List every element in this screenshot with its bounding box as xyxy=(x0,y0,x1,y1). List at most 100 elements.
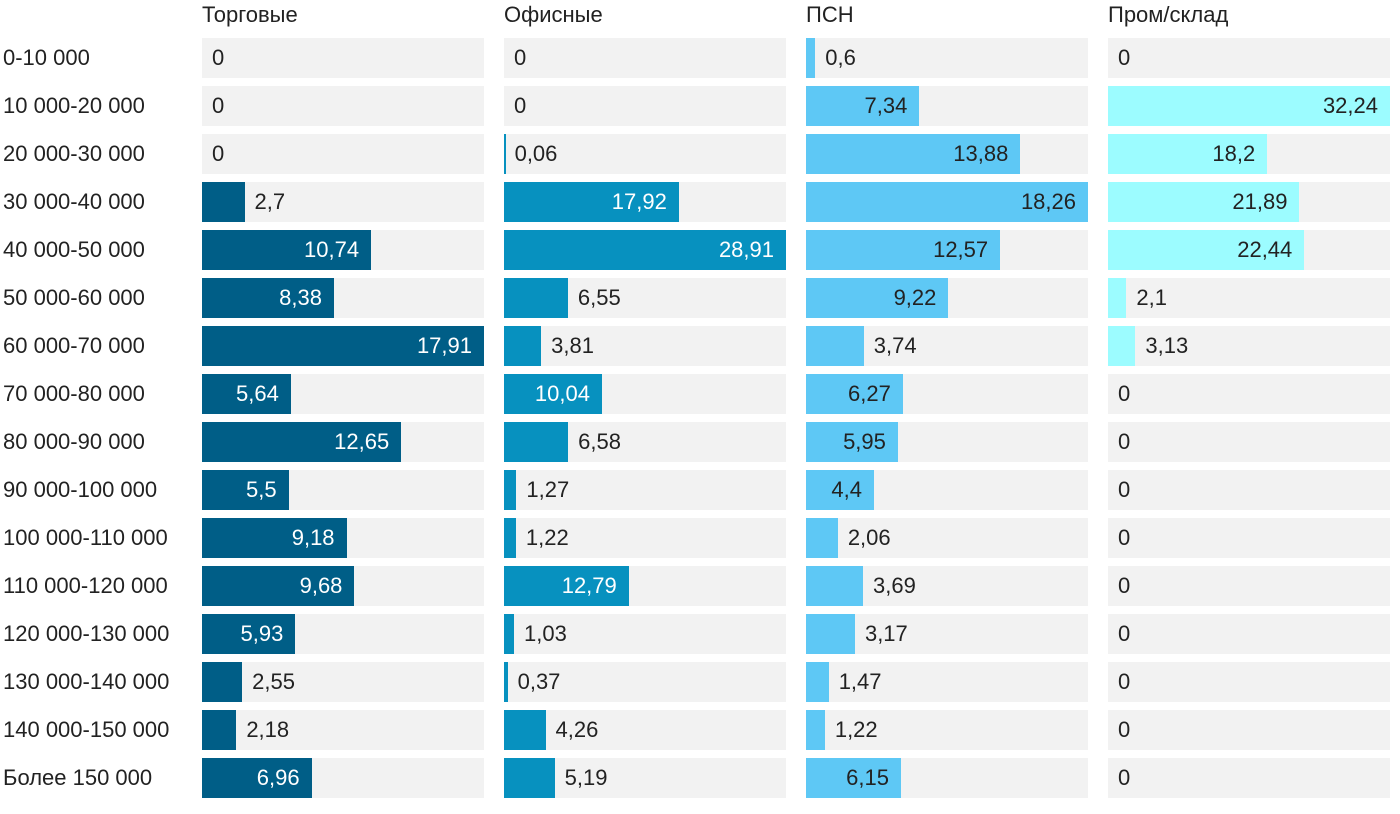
bar xyxy=(504,662,508,702)
data-label: 10,74 xyxy=(304,237,360,262)
bar-track: 17,92 xyxy=(504,182,786,222)
bar-track: 0 xyxy=(504,38,786,78)
bar xyxy=(504,182,679,222)
bar-track: 0 xyxy=(1108,710,1390,750)
data-label: 9,22 xyxy=(893,285,937,310)
bar xyxy=(1108,134,1268,174)
data-label: 2,18 xyxy=(246,717,290,742)
data-label: 0 xyxy=(212,93,225,118)
bar-track: 12,57 xyxy=(806,230,1088,270)
data-label: 0 xyxy=(514,93,527,118)
category-label: 110 000-120 000 xyxy=(3,573,168,598)
bar xyxy=(504,326,542,366)
bar xyxy=(806,614,855,654)
data-label: 5,95 xyxy=(843,429,886,454)
bar xyxy=(504,422,569,462)
data-label: 0 xyxy=(514,45,527,70)
bar-track: 6,96 xyxy=(202,758,484,798)
bar-track: 21,89 xyxy=(1108,182,1390,222)
data-label: 2,7 xyxy=(254,189,286,214)
bar-track: 4,4 xyxy=(806,470,1088,510)
data-label: 18,2 xyxy=(1212,141,1256,166)
data-label: 10,04 xyxy=(534,381,590,406)
data-label: 0 xyxy=(212,45,225,70)
bar-track: 0 xyxy=(1108,662,1390,702)
data-label: 6,27 xyxy=(848,381,891,406)
bar xyxy=(1108,182,1300,222)
bar-track: 18,26 xyxy=(806,182,1088,222)
bar xyxy=(806,182,1088,222)
bar-track: 0,6 xyxy=(806,38,1088,78)
bar-track: 2,7 xyxy=(202,182,484,222)
data-label: 2,1 xyxy=(1136,285,1167,310)
category-label: 10 000-20 000 xyxy=(3,93,145,118)
bar xyxy=(806,374,903,414)
bar-track: 5,95 xyxy=(806,422,1088,462)
bar xyxy=(504,230,786,270)
data-label: 0 xyxy=(1118,45,1131,70)
bar xyxy=(202,566,355,606)
series-title: Офисные xyxy=(504,2,603,27)
bar-track: 9,22 xyxy=(806,278,1088,318)
bar-track: 6,27 xyxy=(806,374,1088,414)
data-label: 6,15 xyxy=(846,765,889,790)
bar-track: 1,22 xyxy=(504,518,786,558)
bar-track: 5,5 xyxy=(202,470,484,510)
bar xyxy=(806,86,920,126)
series-title: Торговые xyxy=(202,2,298,27)
bar-track: 0 xyxy=(1108,614,1390,654)
bar-track: 0 xyxy=(202,86,484,126)
data-label: 3,13 xyxy=(1145,333,1189,358)
data-label: 4,4 xyxy=(831,477,862,502)
data-label: 5,93 xyxy=(240,621,284,646)
data-label: 0 xyxy=(212,141,225,166)
category-label: 40 000-50 000 xyxy=(3,237,145,262)
data-label: 13,88 xyxy=(953,141,1009,166)
bar xyxy=(202,758,312,798)
bar xyxy=(504,566,629,606)
bar xyxy=(504,614,515,654)
data-label: 1,27 xyxy=(526,477,570,502)
bar xyxy=(504,710,546,750)
data-label: 0 xyxy=(1118,717,1131,742)
bar-track: 7,34 xyxy=(806,86,1088,126)
bar-track: 0 xyxy=(1108,758,1390,798)
data-label: 0,37 xyxy=(517,669,561,694)
data-label: 3,74 xyxy=(873,333,917,358)
data-label: 32,24 xyxy=(1322,93,1378,118)
data-label: 1,47 xyxy=(838,669,882,694)
data-label: 0 xyxy=(1118,621,1131,646)
data-label: 0 xyxy=(1118,429,1131,454)
bar xyxy=(806,326,864,366)
bar-track: 2,06 xyxy=(806,518,1088,558)
bar xyxy=(806,566,863,606)
category-label: 60 000-70 000 xyxy=(3,333,145,358)
category-label: 0-10 000 xyxy=(3,45,90,70)
bar-track: 0 xyxy=(1108,470,1390,510)
data-label: 3,69 xyxy=(872,573,916,598)
bar-track: 9,68 xyxy=(202,566,484,606)
category-label: 140 000-150 000 xyxy=(3,717,170,742)
data-label: 2,06 xyxy=(847,525,891,550)
bar xyxy=(504,278,568,318)
data-label: 12,57 xyxy=(933,237,989,262)
data-label: 0,06 xyxy=(514,141,558,166)
bar-track: 0 xyxy=(1108,422,1390,462)
bar-track: 5,19 xyxy=(504,758,786,798)
bar xyxy=(806,710,825,750)
data-label: 21,89 xyxy=(1232,189,1288,214)
bar-track: 10,74 xyxy=(202,230,484,270)
data-label: 9,68 xyxy=(299,573,343,598)
bar-track: 3,13 xyxy=(1108,326,1390,366)
bar-track: 0 xyxy=(1108,566,1390,606)
bar xyxy=(806,470,874,510)
data-label: 1,22 xyxy=(834,717,878,742)
bar-track: 4,26 xyxy=(504,710,786,750)
bar xyxy=(202,662,243,702)
data-label: 0 xyxy=(1118,573,1131,598)
bar xyxy=(1108,278,1127,318)
data-label: 6,55 xyxy=(577,285,621,310)
bar-track: 3,17 xyxy=(806,614,1088,654)
data-label: 9,18 xyxy=(291,525,335,550)
bar xyxy=(202,422,402,462)
